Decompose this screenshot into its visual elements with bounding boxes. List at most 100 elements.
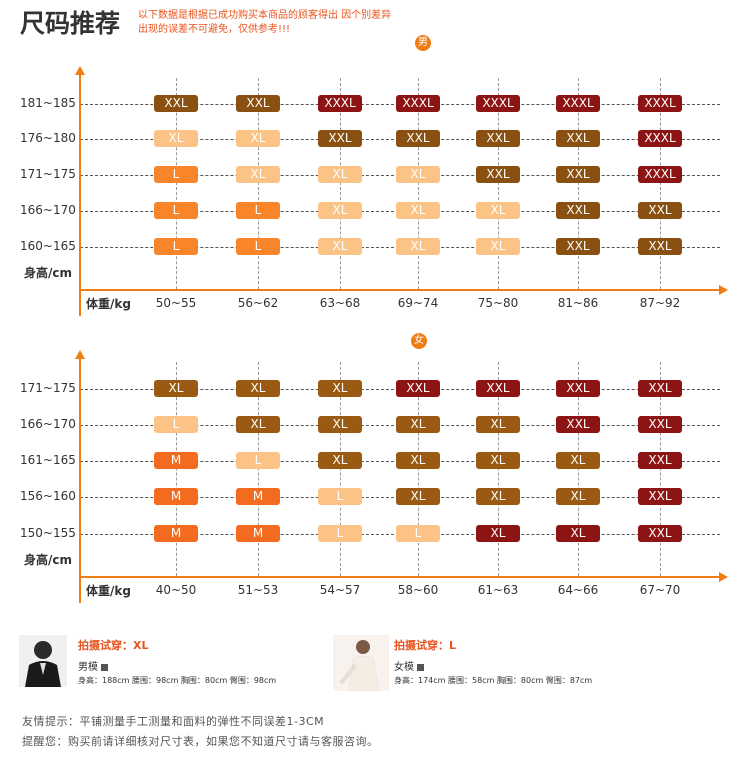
women-size-chip: L [396, 525, 440, 542]
women-size-chip: L [154, 416, 198, 433]
women-height-label: 156~160 [20, 489, 76, 503]
women-size-chip: XL [236, 380, 280, 397]
men-size-chip: XXL [556, 130, 600, 147]
women-col-gridline [258, 362, 259, 576]
men-size-chip: XL [476, 238, 520, 255]
men-size-chip: XL [396, 202, 440, 219]
female-model-name: 女模 [394, 658, 424, 673]
men-size-chip: XXL [638, 238, 682, 255]
men-size-chip: XXL [154, 95, 198, 112]
women-size-chip: XL [396, 488, 440, 505]
women-weight-label: 54~57 [319, 583, 361, 597]
men-size-chip: XL [154, 130, 198, 147]
women-col-gridline [340, 362, 341, 576]
women-y-axis-arrow [75, 350, 85, 359]
men-height-label: 160~165 [20, 239, 76, 253]
women-size-chip: XL [476, 488, 520, 505]
men-size-chip: XL [318, 202, 362, 219]
men-x-axis [79, 289, 719, 291]
men-size-chip: XXL [638, 202, 682, 219]
women-size-chip: XL [154, 380, 198, 397]
women-size-chip: XXL [476, 380, 520, 397]
men-col-gridline [258, 78, 259, 289]
men-size-chip: XXL [476, 130, 520, 147]
men-y-axis-label: 身高/cm [24, 266, 73, 280]
men-col-gridline [578, 78, 579, 289]
men-weight-label: 63~68 [319, 296, 361, 310]
men-weight-label: 56~62 [237, 296, 279, 310]
female-model-measurements: 身高：174cm 腰围：58cm 胸围：80cm 臀围：87cm [394, 676, 593, 685]
women-size-chip: M [154, 525, 198, 542]
male-model-title: 拍摄试穿：XL [78, 639, 149, 652]
women-size-chip: L [236, 452, 280, 469]
page-subtitle: 以下数据是根据已成功购买本商品的顾客得出 因个别差异出现的误差不可避免，仅供参考… [138, 10, 392, 35]
women-weight-label: 64~66 [557, 583, 599, 597]
women-size-chip: XXL [556, 416, 600, 433]
female-model-name-text: 女模 [394, 662, 414, 673]
men-size-chip: L [154, 202, 198, 219]
men-size-chip: XL [396, 238, 440, 255]
female-model-title: 拍摄试穿：L [394, 639, 457, 652]
women-weight-label: 51~53 [237, 583, 279, 597]
men-x-axis-arrow [719, 285, 728, 295]
men-size-chip: L [154, 166, 198, 183]
male-model-name-text: 男模 [78, 662, 98, 673]
men-size-chip: XXXL [556, 95, 600, 112]
women-size-chip: XL [236, 416, 280, 433]
women-weight-label: 61~63 [477, 583, 519, 597]
women-col-gridline [578, 362, 579, 576]
reminder-line: 提醒您：购买前请详细核对尺寸表，如果您不知道尺寸请与客服咨询。 [22, 735, 379, 748]
men-weight-label: 81~86 [557, 296, 599, 310]
women-size-chip: XXL [638, 416, 682, 433]
men-size-chip: L [236, 202, 280, 219]
men-size-chip: XL [318, 238, 362, 255]
female-badge: 女 [411, 333, 427, 349]
male-model-photo [19, 635, 67, 687]
men-size-chip: XXXL [638, 95, 682, 112]
women-size-chip: XXL [638, 488, 682, 505]
men-col-gridline [340, 78, 341, 289]
men-weight-label: 69~74 [397, 296, 439, 310]
men-x-axis-label: 体重/kg [86, 297, 131, 311]
men-col-gridline [418, 78, 419, 289]
women-size-chip: XL [556, 488, 600, 505]
men-size-chip: XXL [476, 166, 520, 183]
women-col-gridline [176, 362, 177, 576]
women-x-axis-label: 体重/kg [86, 584, 131, 598]
men-size-chip: XXL [556, 238, 600, 255]
women-size-chip: XL [476, 452, 520, 469]
men-size-chip: XXL [318, 130, 362, 147]
men-y-axis [79, 74, 81, 316]
men-size-chip: XXXL [318, 95, 362, 112]
women-size-chip: XL [556, 525, 600, 542]
women-size-chip: XXL [396, 380, 440, 397]
men-height-label: 171~175 [20, 167, 76, 181]
tip-line: 友情提示：平铺测量手工测量和面料的弹性不同误差1-3CM [22, 715, 325, 728]
men-col-gridline [498, 78, 499, 289]
women-size-chip: XXL [556, 380, 600, 397]
women-height-label: 161~165 [20, 453, 76, 467]
men-size-chip: XL [476, 202, 520, 219]
women-size-chip: XXL [638, 452, 682, 469]
men-size-chip: XL [318, 166, 362, 183]
men-weight-label: 50~55 [155, 296, 197, 310]
male-model-name: 男模 [78, 658, 108, 673]
women-size-chip: L [318, 488, 362, 505]
square-icon [101, 663, 108, 671]
women-size-chip: M [236, 488, 280, 505]
women-size-chip: M [236, 525, 280, 542]
women-weight-label: 67~70 [639, 583, 681, 597]
women-size-chip: XL [318, 452, 362, 469]
men-size-chip: L [236, 238, 280, 255]
men-height-label: 181~185 [20, 96, 76, 110]
women-size-chip: XL [556, 452, 600, 469]
men-size-chip: L [154, 238, 198, 255]
women-size-chip: XL [396, 416, 440, 433]
women-size-chip: M [154, 452, 198, 469]
men-weight-label: 87~92 [639, 296, 681, 310]
women-height-label: 166~170 [20, 417, 76, 431]
women-size-chip: XL [396, 452, 440, 469]
men-height-label: 176~180 [20, 131, 76, 145]
men-col-gridline [660, 78, 661, 289]
page-title: 尺码推荐 [20, 9, 121, 38]
